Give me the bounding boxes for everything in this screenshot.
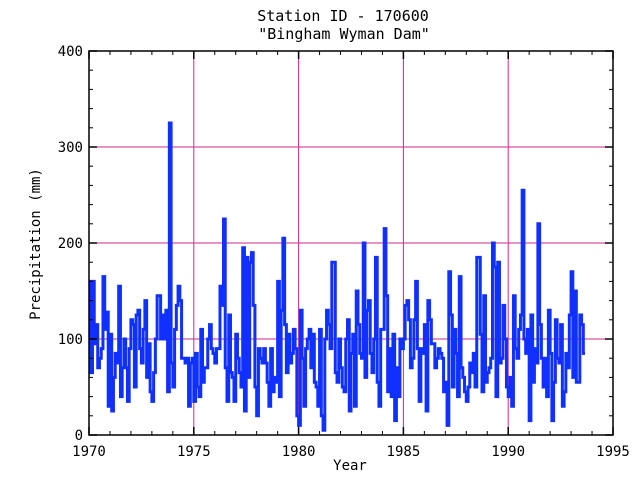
chart-title: Station ID - 170600 <box>257 7 429 25</box>
y-tick-label: 300 <box>58 140 83 156</box>
x-tick-label: 1970 <box>72 444 106 460</box>
y-tick-label: 200 <box>58 236 83 252</box>
y-tick-label: 0 <box>75 428 83 444</box>
y-axis-label: Precipitation (mm) <box>28 168 44 320</box>
x-tick-label: 1980 <box>282 444 316 460</box>
y-tick-label: 100 <box>58 332 83 348</box>
grid-lines <box>89 51 613 435</box>
chart-subtitle: "Bingham Wyman Dam" <box>258 25 430 43</box>
x-axis-label: Year <box>333 458 367 474</box>
x-tick-label: 1975 <box>177 444 211 460</box>
x-tick-label: 1985 <box>387 444 421 460</box>
precipitation-series-line <box>89 121 586 432</box>
x-tick-label: 1995 <box>596 444 630 460</box>
x-axis-ticks: 1970 1975 1980 1985 1990 1995 <box>72 51 630 460</box>
y-axis-ticks: 0 100 200 300 400 <box>58 44 613 444</box>
x-tick-label: 1990 <box>491 444 525 460</box>
y-tick-label: 400 <box>58 44 83 60</box>
